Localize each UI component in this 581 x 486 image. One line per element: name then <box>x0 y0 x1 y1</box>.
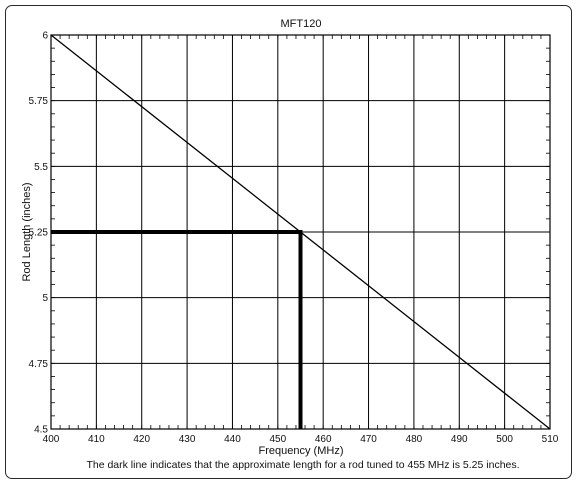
x-tick-label: 430 <box>179 434 196 445</box>
highlight-layer <box>51 230 301 429</box>
x-tick-label: 500 <box>496 434 513 445</box>
y-tick-label: 5.75 <box>29 96 49 107</box>
y-tick-label: 5.5 <box>34 162 48 173</box>
x-tick-label: 510 <box>542 434 559 445</box>
x-tick-label: 480 <box>406 434 423 445</box>
x-tick-label: 470 <box>360 434 377 445</box>
x-tick-label: 450 <box>269 434 286 445</box>
x-tick-label: 420 <box>133 434 150 445</box>
x-tick-label: 490 <box>451 434 468 445</box>
x-tick-label: 460 <box>315 434 332 445</box>
x-tick-label: 410 <box>88 434 105 445</box>
y-axis-label: Rod Length (inches) <box>21 182 33 281</box>
x-tick-label: 400 <box>43 434 60 445</box>
x-axis-label: Frequency (MHz) <box>259 445 344 457</box>
y-tick-label: 5 <box>42 293 48 304</box>
x-tick-labels: 400 410 420 430 440 450 460 470 480 490 500 510 <box>43 434 559 445</box>
y-tick-label: 6 <box>42 31 48 42</box>
x-tick-label: 440 <box>224 434 241 445</box>
y-tick-label: 4.75 <box>29 359 49 370</box>
y-tick-label: 4.5 <box>34 425 48 436</box>
chart-caption: The dark line indicates that the approxi… <box>86 459 519 471</box>
chart-title: MFT120 <box>281 18 322 30</box>
